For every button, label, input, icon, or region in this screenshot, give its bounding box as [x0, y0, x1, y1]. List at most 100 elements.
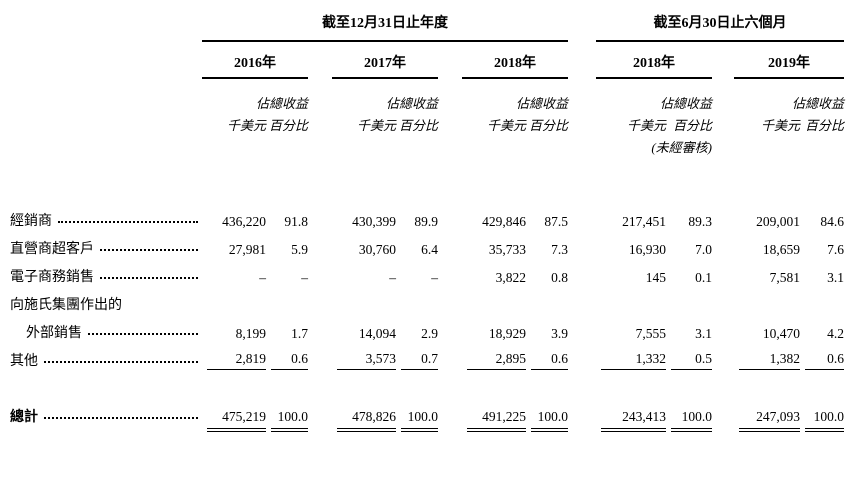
value-cell: 3,573	[332, 346, 396, 374]
value-cell: –	[259, 270, 266, 285]
value-cell: 2,895	[462, 346, 526, 374]
value-cell: –	[301, 270, 308, 285]
value-cell: 18,929	[488, 326, 526, 341]
dot-leader	[88, 333, 198, 335]
value-cell: 0.6	[800, 346, 844, 374]
value-cell: 35,733	[488, 242, 526, 257]
row-label-text: 總計	[10, 410, 38, 425]
value-cell: 2.9	[421, 326, 438, 341]
value-cell: 7.6	[827, 242, 844, 257]
year-header-4: 2018年	[596, 42, 712, 79]
value-cell: 247,093	[734, 402, 800, 436]
unit-label: 千美元	[486, 118, 526, 133]
value-cell: 1,382	[734, 346, 800, 374]
value-cell: 8,199	[235, 326, 266, 341]
spacer	[10, 156, 844, 206]
pct-label: 百分比	[804, 118, 844, 133]
spacer	[10, 374, 844, 402]
row-label: 電子商務銷售	[10, 262, 202, 290]
pct-label: 百分比	[672, 118, 712, 133]
value-cell: 145	[645, 270, 666, 285]
row-label-text: 外部銷售	[26, 326, 82, 341]
dot-leader	[44, 417, 198, 419]
value-cell: 7.0	[695, 242, 712, 257]
value-cell: 0.1	[695, 270, 712, 285]
value-cell: 491,225	[462, 402, 526, 436]
value-cell: 87.5	[544, 214, 568, 229]
dot-leader	[100, 249, 198, 251]
value-cell: 7,581	[769, 270, 800, 285]
value-cell: 84.6	[820, 214, 844, 229]
unit-label: 千美元	[626, 118, 666, 133]
prospectus-revenue-table: 截至12月31日止年度 截至6月30日止六個月 2016年 2017年 2018…	[10, 12, 856, 436]
value-cell: 1,332	[596, 346, 666, 374]
value-cell: 243,413	[596, 402, 666, 436]
row-label-text: 其他	[10, 354, 38, 369]
value-cell: 27,981	[228, 242, 266, 257]
value-cell: 100.0	[526, 402, 568, 436]
unit-label: 千美元	[356, 118, 396, 133]
value-cell: 16,930	[628, 242, 666, 257]
value-cell: 436,220	[222, 214, 266, 229]
row-label-text: 經銷商	[10, 214, 52, 229]
value-cell: 3.1	[695, 326, 712, 341]
row-label-text: 向施氏集團作出的	[10, 298, 122, 313]
pct-of-revenue-label: 佔總收益	[385, 96, 438, 111]
value-cell: 89.9	[414, 214, 438, 229]
table-grid: 截至12月31日止年度 截至6月30日止六個月 2016年 2017年 2018…	[10, 12, 856, 436]
row-label: 直營商超客戶	[10, 234, 202, 262]
row-label: 其他	[10, 346, 202, 374]
value-cell: 0.5	[666, 346, 712, 374]
row-label: 向施氏集團作出的	[10, 290, 202, 318]
dot-leader	[58, 221, 198, 223]
value-cell: 89.3	[688, 214, 712, 229]
unaudited-note: (未經審核)	[651, 140, 712, 155]
value-cell: 0.6	[266, 346, 308, 374]
value-cell: 100.0	[266, 402, 308, 436]
value-cell: 18,659	[762, 242, 800, 257]
value-cell: 30,760	[358, 242, 396, 257]
column-group-annual: 截至12月31日止年度	[202, 12, 568, 42]
dot-leader	[44, 361, 198, 363]
pct-of-revenue-label: 佔總收益	[659, 96, 712, 111]
value-cell: 0.7	[396, 346, 438, 374]
value-cell: 4.2	[827, 326, 844, 341]
value-cell: 10,470	[762, 326, 800, 341]
value-cell: 6.4	[421, 242, 438, 257]
value-cell: 100.0	[396, 402, 438, 436]
row-label-text: 電子商務銷售	[10, 270, 94, 285]
value-cell: 0.8	[551, 270, 568, 285]
year-header-3: 2018年	[462, 42, 568, 79]
pct-label: 百分比	[398, 118, 438, 133]
value-cell: 100.0	[800, 402, 844, 436]
value-cell: 475,219	[202, 402, 266, 436]
value-cell: 100.0	[666, 402, 712, 436]
pct-label: 百分比	[268, 118, 308, 133]
value-cell: 429,846	[482, 214, 526, 229]
value-cell: 430,399	[352, 214, 396, 229]
year-header-1: 2016年	[202, 42, 308, 79]
value-cell: 478,826	[332, 402, 396, 436]
value-cell: 3,822	[495, 270, 526, 285]
column-group-interim: 截至6月30日止六個月	[596, 12, 844, 42]
pct-label: 百分比	[528, 118, 568, 133]
year-header-5: 2019年	[734, 42, 844, 79]
year-header-2: 2017年	[332, 42, 438, 79]
value-cell: 14,094	[358, 326, 396, 341]
value-cell: 3.1	[827, 270, 844, 285]
dot-leader	[100, 277, 198, 279]
value-cell: 91.8	[284, 214, 308, 229]
row-label: 總計	[10, 402, 202, 430]
value-cell: 7,555	[635, 326, 666, 341]
value-cell: 3.9	[551, 326, 568, 341]
value-cell: –	[431, 270, 438, 285]
value-cell: 7.3	[551, 242, 568, 257]
pct-of-revenue-label: 佔總收益	[515, 96, 568, 111]
pct-of-revenue-label: 佔總收益	[791, 96, 844, 111]
value-cell: 209,001	[756, 214, 800, 229]
value-cell: 2,819	[202, 346, 266, 374]
value-cell: 5.9	[291, 242, 308, 257]
value-cell: 0.6	[526, 346, 568, 374]
value-cell: 1.7	[291, 326, 308, 341]
row-label-text: 直營商超客戶	[10, 242, 94, 257]
